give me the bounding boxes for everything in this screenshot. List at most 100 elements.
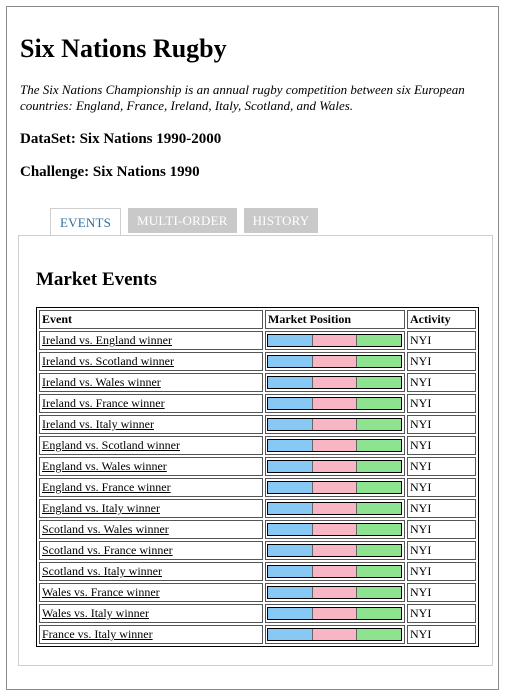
market-position-segment-middle[interactable] xyxy=(312,545,358,556)
market-position-segment-right[interactable] xyxy=(357,356,402,367)
market-position-segment-left[interactable] xyxy=(268,419,313,430)
market-position-segment-left[interactable] xyxy=(268,545,313,556)
event-link[interactable]: France vs. Italy winner xyxy=(42,627,153,641)
market-position-segment-middle[interactable] xyxy=(312,335,358,346)
market-position-cell xyxy=(265,499,405,518)
market-position-segment-left[interactable] xyxy=(268,608,313,619)
event-link[interactable]: Ireland vs. Wales winner xyxy=(42,375,161,389)
market-position-bar[interactable] xyxy=(267,439,402,452)
market-position-segment-right[interactable] xyxy=(357,461,402,472)
table-row: Scotland vs. Wales winner NYI xyxy=(39,520,476,539)
tab-multi-order[interactable]: MULTI-ORDER xyxy=(128,208,237,233)
market-position-segment-left[interactable] xyxy=(268,629,313,640)
market-position-segment-right[interactable] xyxy=(357,608,402,619)
event-link[interactable]: Ireland vs. France winner xyxy=(42,396,165,410)
event-link[interactable]: England vs. Scotland winner xyxy=(42,438,180,452)
market-position-segment-left[interactable] xyxy=(268,377,313,388)
market-position-segment-right[interactable] xyxy=(357,482,402,493)
market-position-segment-middle[interactable] xyxy=(312,440,358,451)
market-position-bar[interactable] xyxy=(267,502,402,515)
event-link[interactable]: England vs. France winner xyxy=(42,480,171,494)
event-link[interactable]: Scotland vs. Wales winner xyxy=(42,522,169,536)
market-position-segment-middle[interactable] xyxy=(312,482,358,493)
market-position-segment-middle[interactable] xyxy=(312,419,358,430)
market-position-cell xyxy=(265,331,405,350)
event-link[interactable]: Wales vs. France winner xyxy=(42,585,160,599)
table-row: England vs. France winner NYI xyxy=(39,478,476,497)
market-position-segment-right[interactable] xyxy=(357,419,402,430)
market-position-segment-middle[interactable] xyxy=(312,356,358,367)
table-row: Ireland vs. Scotland winner NYI xyxy=(39,352,476,371)
market-position-cell xyxy=(265,373,405,392)
activity-cell: NYI xyxy=(407,478,476,497)
market-position-segment-right[interactable] xyxy=(357,503,402,514)
market-position-segment-middle[interactable] xyxy=(312,461,358,472)
market-position-bar[interactable] xyxy=(267,544,402,557)
market-position-segment-right[interactable] xyxy=(357,545,402,556)
activity-cell: NYI xyxy=(407,562,476,581)
table-row: Ireland vs. Wales winner NYI xyxy=(39,373,476,392)
market-position-bar[interactable] xyxy=(267,376,402,389)
market-position-segment-right[interactable] xyxy=(357,629,402,640)
market-position-segment-right[interactable] xyxy=(357,587,402,598)
market-position-cell xyxy=(265,394,405,413)
market-position-bar[interactable] xyxy=(267,355,402,368)
market-position-bar[interactable] xyxy=(267,334,402,347)
event-link[interactable]: Scotland vs. France winner xyxy=(42,543,173,557)
event-cell: Wales vs. Italy winner xyxy=(39,604,263,623)
market-position-segment-right[interactable] xyxy=(357,440,402,451)
market-position-segment-left[interactable] xyxy=(268,482,313,493)
market-position-segment-left[interactable] xyxy=(268,440,313,451)
market-position-segment-middle[interactable] xyxy=(312,377,358,388)
market-position-bar[interactable] xyxy=(267,460,402,473)
event-link[interactable]: Wales vs. Italy winner xyxy=(42,606,150,620)
events-panel xyxy=(18,235,493,666)
market-position-segment-left[interactable] xyxy=(268,566,313,577)
market-position-bar[interactable] xyxy=(267,607,402,620)
market-position-bar[interactable] xyxy=(267,628,402,641)
market-position-segment-middle[interactable] xyxy=(312,608,358,619)
event-link[interactable]: Ireland vs. Scotland winner xyxy=(42,354,174,368)
market-position-segment-left[interactable] xyxy=(268,587,313,598)
market-position-segment-right[interactable] xyxy=(357,566,402,577)
market-position-segment-left[interactable] xyxy=(268,356,313,367)
event-link[interactable]: Ireland vs. Italy winner xyxy=(42,417,154,431)
market-position-segment-middle[interactable] xyxy=(312,398,358,409)
market-position-segment-left[interactable] xyxy=(268,503,313,514)
market-position-bar[interactable] xyxy=(267,523,402,536)
market-position-segment-middle[interactable] xyxy=(312,524,358,535)
activity-cell: NYI xyxy=(407,394,476,413)
market-position-segment-left[interactable] xyxy=(268,398,313,409)
market-position-bar[interactable] xyxy=(267,418,402,431)
market-position-segment-middle[interactable] xyxy=(312,503,358,514)
market-position-segment-right[interactable] xyxy=(357,335,402,346)
market-position-cell xyxy=(265,520,405,539)
market-position-segment-middle[interactable] xyxy=(312,566,358,577)
market-position-bar[interactable] xyxy=(267,565,402,578)
table-row: Ireland vs. France winner NYI xyxy=(39,394,476,413)
market-position-bar[interactable] xyxy=(267,481,402,494)
event-link[interactable]: England vs. Italy winner xyxy=(42,501,160,515)
market-position-bar[interactable] xyxy=(267,586,402,599)
event-link[interactable]: Scotland vs. Italy winner xyxy=(42,564,162,578)
event-link[interactable]: England vs. Wales winner xyxy=(42,459,167,473)
activity-cell: NYI xyxy=(407,415,476,434)
market-position-segment-left[interactable] xyxy=(268,461,313,472)
market-position-segment-left[interactable] xyxy=(268,524,313,535)
market-position-segment-right[interactable] xyxy=(357,377,402,388)
tab-events[interactable]: EVENTS xyxy=(50,208,122,235)
activity-cell: NYI xyxy=(407,436,476,455)
activity-cell: NYI xyxy=(407,583,476,602)
market-position-segment-middle[interactable] xyxy=(312,629,358,640)
market-position-segment-left[interactable] xyxy=(268,335,313,346)
table-row: England vs. Scotland winner NYI xyxy=(39,436,476,455)
market-position-segment-right[interactable] xyxy=(357,398,402,409)
event-cell: England vs. Italy winner xyxy=(39,499,263,518)
market-position-cell xyxy=(265,415,405,434)
market-position-cell xyxy=(265,625,405,644)
market-position-segment-middle[interactable] xyxy=(312,587,358,598)
event-link[interactable]: Ireland vs. England winner xyxy=(42,333,172,347)
tab-history[interactable]: HISTORY xyxy=(243,208,319,233)
market-position-bar[interactable] xyxy=(267,397,402,410)
market-position-segment-right[interactable] xyxy=(357,524,402,535)
